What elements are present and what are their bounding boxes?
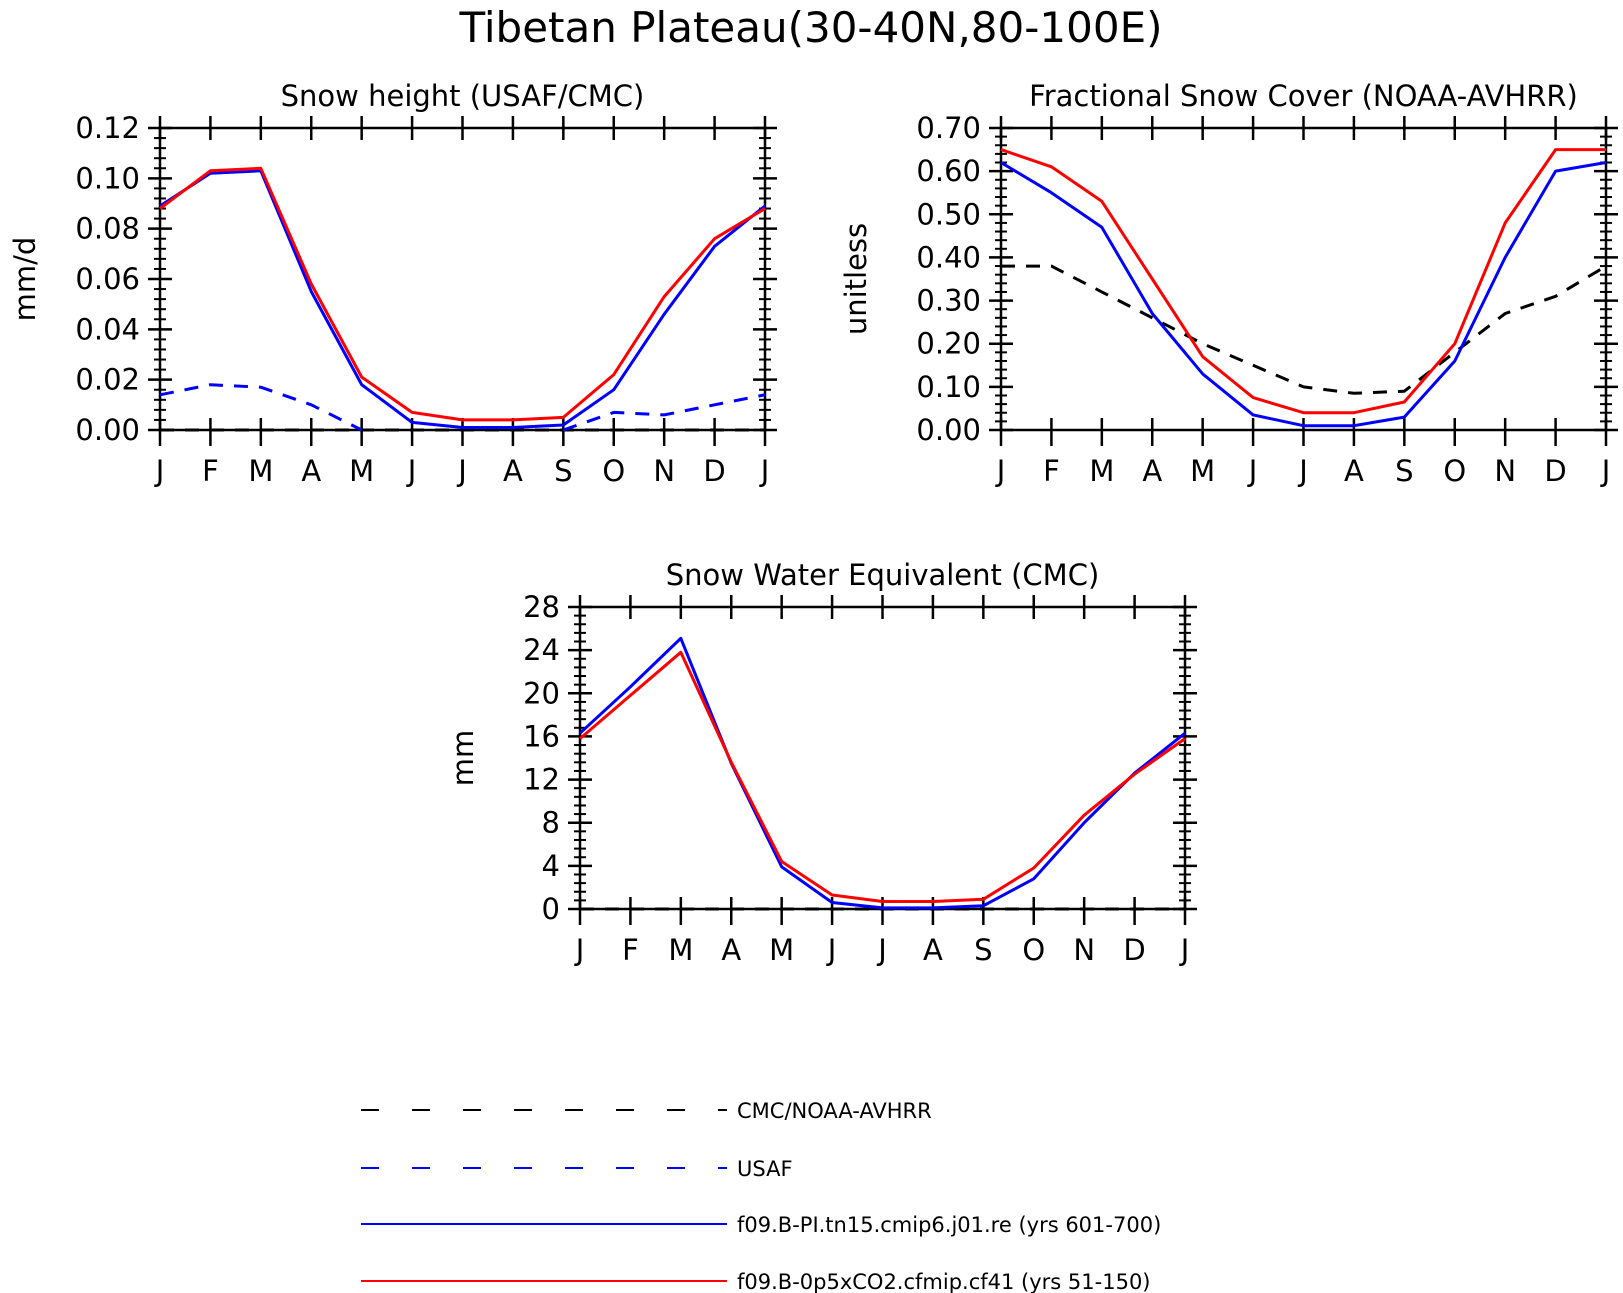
- y-tick-label: 0.04: [75, 312, 140, 346]
- chart-panel-2: Fractional Snow Cover (NOAA-AVHRR) 0.00 0.…: [839, 79, 1618, 488]
- y-tick-label: 0: [542, 892, 560, 926]
- x-tick-label: J: [826, 933, 837, 967]
- x-tick-label: F: [1043, 454, 1060, 488]
- main-title: Tibetan Plateau(30-40N,80-100E): [459, 3, 1163, 52]
- y-axis-label: mm: [446, 730, 480, 787]
- x-tick-label: F: [202, 454, 219, 488]
- y-tick-label: 4: [542, 849, 560, 883]
- y-tick-label: 0.02: [75, 363, 140, 397]
- x-tick-label: O: [1022, 933, 1045, 967]
- plot-frame: [999, 126, 1608, 432]
- y-tick-label: 0.30: [916, 284, 981, 318]
- x-tick-label: J: [759, 454, 770, 488]
- y-tick-label: 0.10: [75, 161, 140, 195]
- x-tick-label: J: [574, 933, 585, 967]
- x-tick-label: M: [349, 454, 374, 488]
- plot-frame: [578, 605, 1187, 911]
- y-tick-label: 16: [523, 719, 560, 753]
- x-tick-label: A: [1142, 454, 1162, 488]
- x-tick-label: J: [1247, 454, 1258, 488]
- x-tick-label: M: [1089, 454, 1114, 488]
- legend-label-usaf: USAF: [737, 1157, 793, 1181]
- chart-panel-1: Snow height (USAF/CMC) 0.00 0.02 0.04 0.06 0.…: [8, 79, 777, 488]
- x-tick-label: S: [554, 454, 572, 488]
- y-tick-label: 0.06: [75, 262, 140, 296]
- x-tick-label: J: [876, 933, 887, 967]
- y-tick-label: 8: [542, 806, 560, 840]
- x-tick-label: M: [248, 454, 273, 488]
- x-tick-label: J: [406, 454, 417, 488]
- x-tick-label: S: [1395, 454, 1413, 488]
- series-line-1: [1001, 264, 1607, 395]
- x-tick-label: A: [721, 933, 741, 967]
- x-tick-label: A: [923, 933, 943, 967]
- x-tick-label: J: [154, 454, 165, 488]
- x-tick-label: J: [456, 454, 467, 488]
- panel-title: Fractional Snow Cover (NOAA-AVHRR): [1029, 79, 1578, 113]
- x-tick-label: A: [503, 454, 523, 488]
- series-line-2: [159, 383, 766, 432]
- y-tick-label: 28: [523, 590, 560, 624]
- series-line-3: [1000, 148, 1606, 415]
- x-tick-label: F: [622, 933, 639, 967]
- y-tick-label: 0.08: [75, 212, 140, 246]
- x-tick-label: S: [974, 933, 992, 967]
- y-tick-label: 24: [523, 633, 560, 667]
- y-tick-label: 0.40: [916, 240, 981, 274]
- y-axis-label: mm/d: [8, 237, 42, 322]
- x-tick-label: J: [1179, 933, 1190, 967]
- y-axis-label: unitless: [839, 223, 873, 335]
- x-tick-label: J: [1297, 454, 1308, 488]
- y-tick-label: 0.10: [916, 370, 981, 404]
- x-tick-label: N: [653, 454, 675, 488]
- x-tick-label: M: [769, 933, 794, 967]
- series-line-2: [1000, 161, 1607, 428]
- legend-label-obs: CMC/NOAA-AVHRR: [737, 1099, 932, 1123]
- legend-label-co2: f09.B-0p5xCO2.cfmip.cf41 (yrs 51-150): [737, 1270, 1151, 1293]
- x-tick-label: M: [668, 933, 693, 967]
- panel-title: Snow height (USAF/CMC): [281, 79, 645, 113]
- legend: CMC/NOAA-AVHRR USAF f09.B-PI.tn15.cmip6.j0…: [361, 1099, 1161, 1293]
- x-tick-label: O: [1443, 454, 1466, 488]
- x-tick-label: N: [1073, 933, 1095, 967]
- series-line-2: [578, 636, 1186, 910]
- y-tick-label: 0.20: [916, 327, 981, 361]
- x-tick-label: O: [602, 454, 625, 488]
- x-tick-label: J: [1600, 454, 1611, 488]
- y-tick-label: 0.50: [916, 197, 981, 231]
- x-tick-label: D: [1544, 454, 1566, 488]
- series-line-4: [159, 166, 766, 422]
- panel-title: Snow Water Equivalent (CMC): [666, 558, 1100, 592]
- legend-label-pi: f09.B-PI.tn15.cmip6.j01.re (yrs 601-700): [737, 1213, 1161, 1237]
- y-tick-label: 0.00: [75, 413, 140, 447]
- y-tick-label: 0.70: [916, 111, 981, 145]
- y-tick-label: 0.00: [916, 413, 981, 447]
- x-tick-label: J: [995, 454, 1006, 488]
- series-line-3: [579, 650, 1186, 903]
- x-tick-label: N: [1494, 454, 1516, 488]
- series-line-3: [159, 169, 766, 429]
- chart-panel-3: Snow Water Equivalent (CMC) 0 4 8 12 16 20 24 28…: [446, 558, 1197, 967]
- y-tick-label: 0.60: [916, 154, 981, 188]
- y-tick-label: 0.12: [75, 111, 140, 145]
- x-tick-label: A: [1344, 454, 1364, 488]
- x-tick-label: M: [1190, 454, 1215, 488]
- x-tick-label: A: [301, 454, 321, 488]
- x-tick-label: D: [703, 454, 725, 488]
- y-tick-label: 20: [523, 676, 560, 710]
- chart-panels: Snow height (USAF/CMC) 0.00 0.02 0.04 0.06 0.…: [8, 79, 1618, 967]
- x-tick-label: D: [1123, 933, 1145, 967]
- y-tick-label: 12: [523, 763, 560, 797]
- plot-frame: [158, 126, 767, 432]
